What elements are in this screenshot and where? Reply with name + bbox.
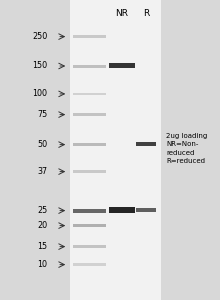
Bar: [73, 224, 106, 227]
Bar: [73, 93, 106, 95]
Bar: [73, 143, 106, 146]
Text: NR: NR: [116, 9, 129, 18]
Bar: [73, 35, 106, 38]
Text: 150: 150: [32, 61, 47, 70]
Text: 20: 20: [37, 221, 47, 230]
Text: 25: 25: [37, 206, 47, 215]
Bar: [73, 209, 106, 212]
Bar: [73, 245, 106, 248]
Bar: [73, 64, 106, 68]
Text: 37: 37: [37, 167, 47, 176]
Text: R: R: [143, 9, 149, 18]
Text: 2ug loading
NR=Non-
reduced
R=reduced: 2ug loading NR=Non- reduced R=reduced: [166, 133, 207, 164]
Bar: [73, 113, 106, 116]
Text: 15: 15: [37, 242, 47, 251]
Bar: [136, 142, 156, 146]
Text: 250: 250: [32, 32, 47, 41]
Bar: [136, 208, 156, 212]
Text: 10: 10: [37, 260, 47, 269]
Bar: [109, 207, 135, 213]
Text: 50: 50: [37, 140, 47, 149]
Bar: [73, 170, 106, 173]
Text: 100: 100: [32, 89, 47, 98]
Bar: [109, 63, 135, 68]
Bar: [70, 0, 161, 300]
Bar: [0, 0, 70, 300]
Text: 75: 75: [37, 110, 47, 119]
Bar: [73, 263, 106, 266]
